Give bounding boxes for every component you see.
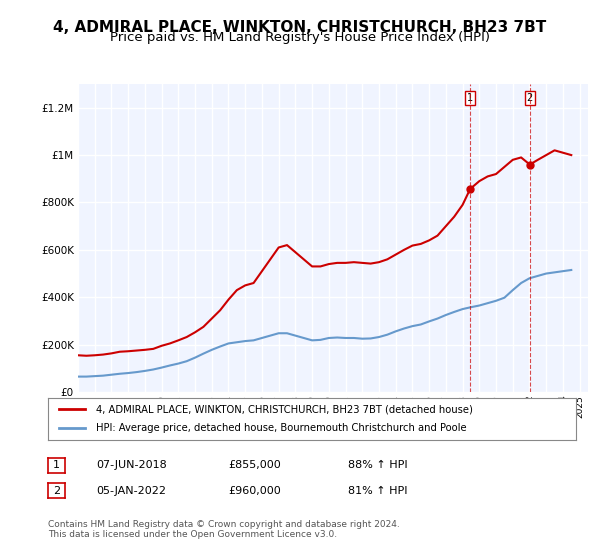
Text: 05-JAN-2022: 05-JAN-2022	[96, 486, 166, 496]
Text: 2: 2	[53, 486, 60, 496]
Text: Contains HM Land Registry data © Crown copyright and database right 2024.
This d: Contains HM Land Registry data © Crown c…	[48, 520, 400, 539]
Text: 07-JUN-2018: 07-JUN-2018	[96, 460, 167, 470]
Text: 88% ↑ HPI: 88% ↑ HPI	[348, 460, 407, 470]
Text: Price paid vs. HM Land Registry's House Price Index (HPI): Price paid vs. HM Land Registry's House …	[110, 31, 490, 44]
Text: 4, ADMIRAL PLACE, WINKTON, CHRISTCHURCH, BH23 7BT (detached house): 4, ADMIRAL PLACE, WINKTON, CHRISTCHURCH,…	[95, 404, 472, 414]
Text: £960,000: £960,000	[228, 486, 281, 496]
Text: HPI: Average price, detached house, Bournemouth Christchurch and Poole: HPI: Average price, detached house, Bour…	[95, 423, 466, 433]
Text: 4, ADMIRAL PLACE, WINKTON, CHRISTCHURCH, BH23 7BT: 4, ADMIRAL PLACE, WINKTON, CHRISTCHURCH,…	[53, 20, 547, 35]
Text: 1: 1	[53, 460, 60, 470]
Text: £855,000: £855,000	[228, 460, 281, 470]
Text: 81% ↑ HPI: 81% ↑ HPI	[348, 486, 407, 496]
Text: 1: 1	[467, 93, 473, 103]
Text: 2: 2	[527, 93, 533, 103]
